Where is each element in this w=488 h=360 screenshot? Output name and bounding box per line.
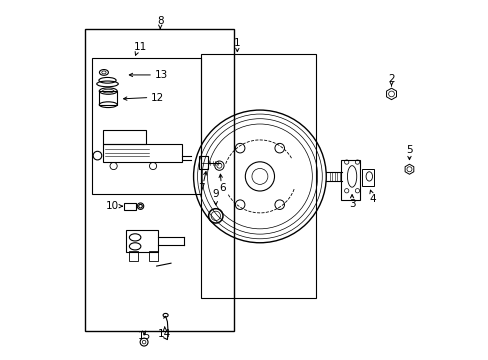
Text: 13: 13 (154, 70, 167, 80)
Bar (92, 58, 201, 194)
Text: 8: 8 (157, 16, 163, 26)
Bar (99, 91, 117, 105)
Text: 12: 12 (151, 93, 164, 103)
Text: 2: 2 (387, 74, 394, 84)
Bar (129, 251, 138, 261)
Bar (201, 54, 316, 298)
Text: 5: 5 (406, 145, 412, 155)
Text: 15: 15 (137, 331, 150, 341)
Text: 4: 4 (369, 194, 375, 204)
Text: 1: 1 (234, 38, 240, 48)
Text: 7: 7 (198, 183, 204, 193)
Text: 11: 11 (134, 42, 147, 52)
Bar (362, 168, 373, 186)
Text: 3: 3 (348, 199, 355, 210)
Bar (126, 230, 158, 252)
Bar (340, 160, 360, 200)
Text: 6: 6 (219, 183, 225, 193)
Bar (102, 144, 182, 162)
Bar (124, 203, 136, 210)
Text: 14: 14 (158, 329, 171, 339)
Bar (148, 251, 158, 261)
Text: 10: 10 (106, 201, 119, 211)
Bar (102, 130, 145, 144)
Text: 9: 9 (212, 189, 219, 199)
Bar (85, 30, 233, 330)
Bar (199, 156, 207, 169)
